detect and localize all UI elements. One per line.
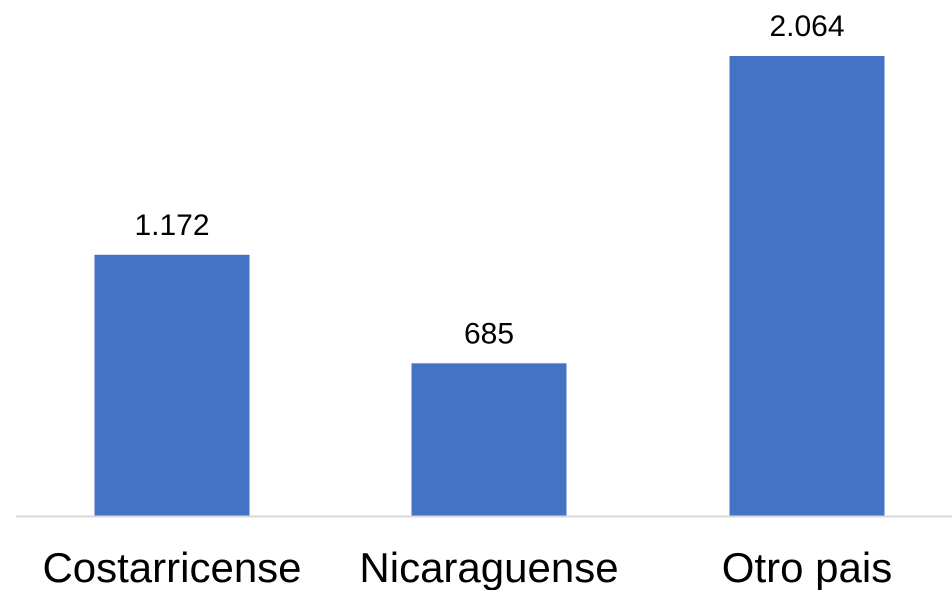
bar-otro-pais	[729, 56, 885, 516]
data-label: 685	[464, 317, 514, 350]
bar-costarricense	[94, 254, 250, 516]
bar-nicaraguense	[411, 363, 567, 516]
data-label: 2.064	[769, 10, 844, 43]
value-labels-group: 1.172 685 2.064	[134, 10, 844, 350]
x-tick-label: Otro pais	[722, 544, 892, 590]
category-labels-group: Costarricense Nicaraguense Otro pais	[42, 544, 892, 591]
data-label: 1.172	[134, 209, 209, 242]
x-tick-label: Costarricense	[42, 544, 301, 590]
bars-group	[94, 56, 885, 516]
x-tick-label: Nicaraguense	[359, 544, 618, 590]
